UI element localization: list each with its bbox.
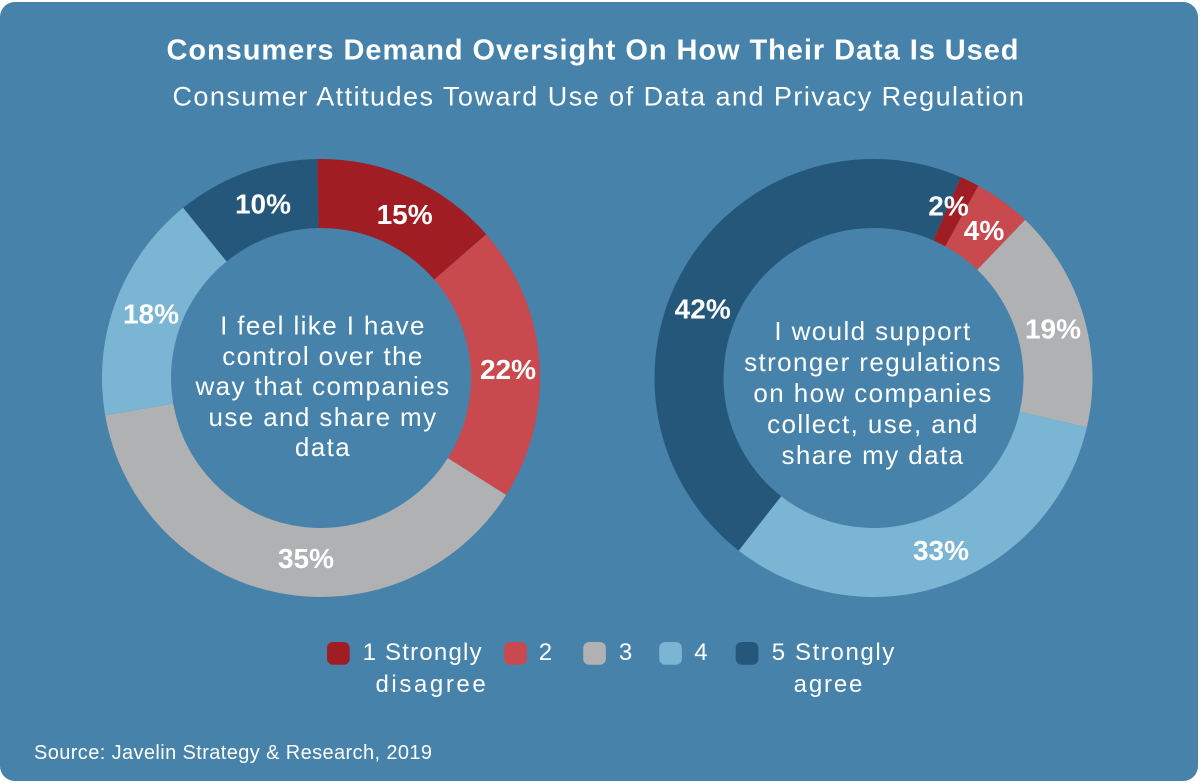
svg-text:3: 3 [619, 639, 632, 666]
svg-text:data: data [295, 432, 351, 462]
svg-text:33%: 33% [913, 535, 969, 566]
svg-text:35%: 35% [278, 543, 334, 574]
svg-text:share my data: share my data [782, 440, 965, 470]
svg-text:control over the: control over the [222, 341, 424, 371]
svg-text:22%: 22% [480, 354, 536, 385]
svg-text:collect, use, and: collect, use, and [767, 409, 979, 439]
svg-text:2%: 2% [928, 191, 969, 222]
svg-text:Consumer Attitudes Toward Use: Consumer Attitudes Toward Use of Data an… [172, 82, 1023, 112]
svg-text:10%: 10% [235, 189, 291, 220]
svg-text:on how companies: on how companies [753, 378, 992, 408]
svg-text:15%: 15% [377, 199, 433, 230]
svg-text:4%: 4% [964, 215, 1005, 246]
svg-text:18%: 18% [123, 299, 179, 330]
svg-text:19%: 19% [1025, 314, 1081, 345]
svg-text:2: 2 [539, 639, 552, 666]
svg-text:way that companies: way that companies [195, 371, 451, 401]
svg-text:stronger regulations: stronger regulations [744, 347, 1002, 377]
svg-text:5 Strongly: 5 Strongly [772, 639, 895, 666]
svg-text:42%: 42% [675, 294, 731, 325]
svg-text:4: 4 [694, 639, 707, 666]
svg-text:1 Strongly: 1 Strongly [363, 639, 482, 666]
svg-text:use and share my: use and share my [208, 402, 437, 432]
svg-text:I would support: I would support [774, 316, 971, 346]
svg-text:Source: Javelin Strategy & Res: Source: Javelin Strategy & Research, 201… [34, 742, 432, 764]
svg-text:Consumers Demand Oversight On: Consumers Demand Oversight On How Their … [167, 35, 1019, 67]
svg-text:disagree: disagree [375, 671, 485, 698]
svg-text:I feel like I have: I feel like I have [220, 311, 426, 341]
svg-text:agree: agree [794, 671, 863, 698]
